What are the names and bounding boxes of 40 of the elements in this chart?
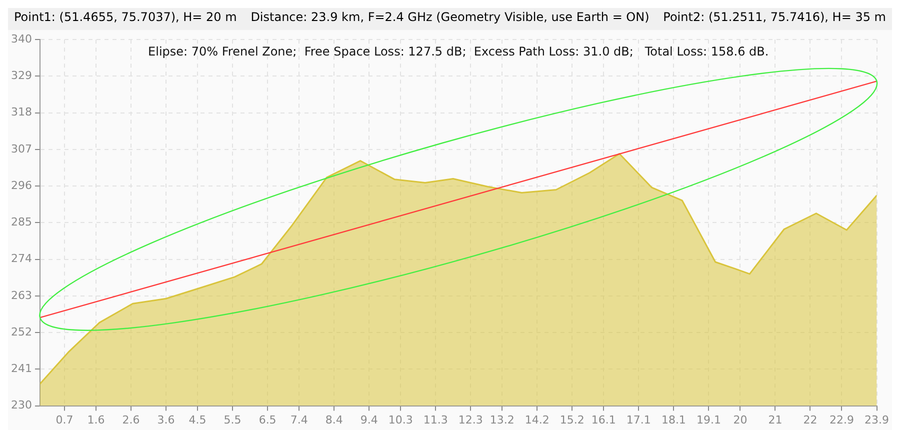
x-tick-label: 9.4 [360, 413, 378, 426]
y-tick-label: 263 [10, 288, 32, 302]
x-tick-label: 8.4 [325, 413, 343, 426]
x-tick-label: 21 [768, 413, 782, 426]
x-tick-label: 0.7 [56, 413, 74, 426]
text: Point1: (51.4655, 75.7037), H= 20 m [14, 10, 237, 26]
x-tick-label: 10.3 [388, 413, 413, 426]
x-tick-label: 18.1 [661, 413, 686, 426]
y-tick-label: 230 [10, 398, 32, 412]
x-tick-label: 19.1 [696, 413, 721, 426]
annotation: Elipse: 70% Frenel Zone; Free Space Loss: 127.5 dB; Excess Path Loss: 31.0 dB; Total Loss: 158.6 dB. [148, 44, 769, 59]
y-tick-label: 241 [10, 362, 32, 376]
x-tick-label: 5.5 [224, 413, 242, 426]
x-tick-label: 2.6 [122, 413, 140, 426]
x-tick-label: 20 [733, 413, 748, 426]
x-tick-label: 14.2 [524, 413, 550, 426]
x-tick-label: 16.1 [591, 413, 616, 426]
x-tick-label: 6.5 [258, 413, 276, 426]
x-tick-label: 22.9 [829, 413, 854, 426]
x-tick-label: 12.3 [458, 413, 483, 426]
y-tick-label: 329 [10, 69, 32, 82]
x-tick-label: 11.3 [423, 413, 448, 426]
x-tick-label: 13.2 [490, 413, 514, 426]
y-tick-label: 307 [10, 142, 32, 156]
x-tick-label: 15.2 [560, 413, 584, 426]
x-tick-label: 22 [803, 413, 818, 426]
x-tick-label: 7.4 [290, 413, 308, 426]
y-tick-label: 340 [10, 32, 32, 46]
y-tick-label: 252 [10, 325, 32, 338]
x-tick-label: 17.1 [626, 413, 651, 426]
y-tick-label: 285 [10, 216, 32, 229]
y-tick-label: 318 [10, 106, 32, 119]
chart-title: Distance: 23.9 km, F=2.4 GHz (Geometry Visible, use Earth = ON) [250, 10, 650, 26]
y-tick-label: 296 [10, 178, 32, 192]
y-tick-label: 274 [10, 252, 32, 266]
x-tick-label: 23.9 [864, 413, 890, 426]
x-tick-label: 4.5 [188, 413, 206, 426]
x-tick-label: 1.6 [87, 413, 105, 426]
x-tick-label: 3.6 [157, 413, 175, 426]
text: Point2: (51.2511, 75.7416), H= 35 m [663, 10, 886, 26]
